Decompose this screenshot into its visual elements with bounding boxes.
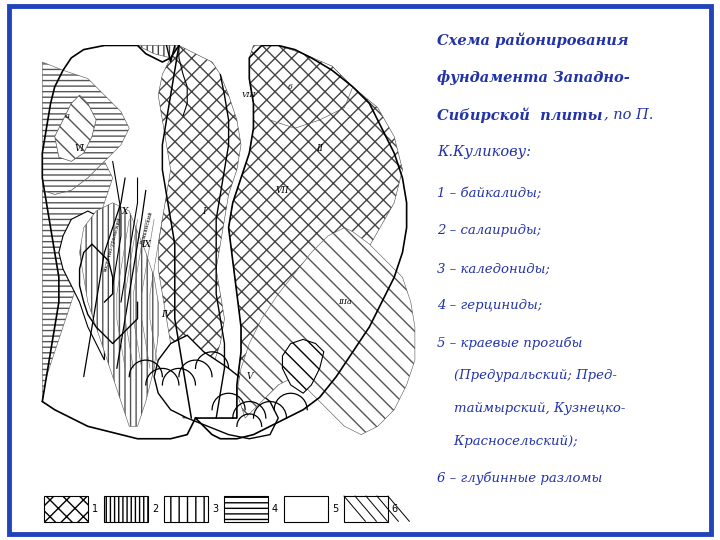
Polygon shape <box>79 202 158 427</box>
Text: I: I <box>202 206 205 215</box>
Bar <box>164 496 208 522</box>
Text: Схема районирования: Схема районирования <box>438 33 629 49</box>
Text: 2 – салаириды;: 2 – салаириды; <box>438 225 541 238</box>
Text: Красносельский);: Красносельский); <box>438 435 578 448</box>
Text: X: X <box>122 206 128 215</box>
Polygon shape <box>42 62 130 194</box>
Polygon shape <box>154 335 279 438</box>
Text: IX: IX <box>141 240 150 248</box>
Polygon shape <box>237 228 415 435</box>
Text: 4 – герциниды;: 4 – герциниды; <box>438 299 543 312</box>
Text: Демьянский: Демьянский <box>139 210 153 245</box>
Text: VIII: VIII <box>242 91 256 99</box>
Polygon shape <box>59 211 138 360</box>
Text: 2: 2 <box>152 504 158 514</box>
Text: восточно-уральский: восточно-уральский <box>103 216 122 272</box>
Text: IV: IV <box>161 310 171 319</box>
Text: К.Куликову:: К.Куликову: <box>438 145 531 159</box>
Polygon shape <box>138 45 179 58</box>
Bar <box>44 496 88 522</box>
Bar <box>343 496 387 522</box>
Text: 4: 4 <box>271 504 278 514</box>
Polygon shape <box>42 161 112 402</box>
Text: фундамента Западно-: фундамента Западно- <box>438 70 630 85</box>
Text: II: II <box>316 144 323 153</box>
Text: 3 – каледониды;: 3 – каледониды; <box>438 262 550 275</box>
Text: VII: VII <box>276 186 289 195</box>
Polygon shape <box>249 45 353 128</box>
Text: 6 – глубинные разломы: 6 – глубинные разломы <box>438 472 603 485</box>
Text: , по П.: , по П. <box>604 107 654 122</box>
Text: таймырский, Кузнецко-: таймырский, Кузнецко- <box>438 402 626 415</box>
Text: 6: 6 <box>392 504 397 514</box>
Text: (Предуральский; Пред-: (Предуральский; Пред- <box>438 369 617 382</box>
Bar <box>284 496 328 522</box>
Text: VI: VI <box>75 144 84 153</box>
Text: IIIа: IIIа <box>338 298 351 306</box>
Polygon shape <box>282 339 324 393</box>
Polygon shape <box>228 45 402 418</box>
Text: а: а <box>65 112 70 120</box>
Text: 5: 5 <box>332 504 338 514</box>
Polygon shape <box>158 45 241 418</box>
Bar <box>104 496 148 522</box>
Polygon shape <box>42 45 415 438</box>
Text: V: V <box>246 372 253 381</box>
Text: 6: 6 <box>288 83 293 91</box>
Text: Сибирской  плиты: Сибирской плиты <box>438 107 603 123</box>
Text: 5 – краевые прогибы: 5 – краевые прогибы <box>438 336 583 350</box>
Bar <box>224 496 268 522</box>
Text: 1: 1 <box>92 504 98 514</box>
Polygon shape <box>55 95 96 161</box>
Text: 1 – байкалиды;: 1 – байкалиды; <box>438 187 542 200</box>
Text: 3: 3 <box>212 504 218 514</box>
